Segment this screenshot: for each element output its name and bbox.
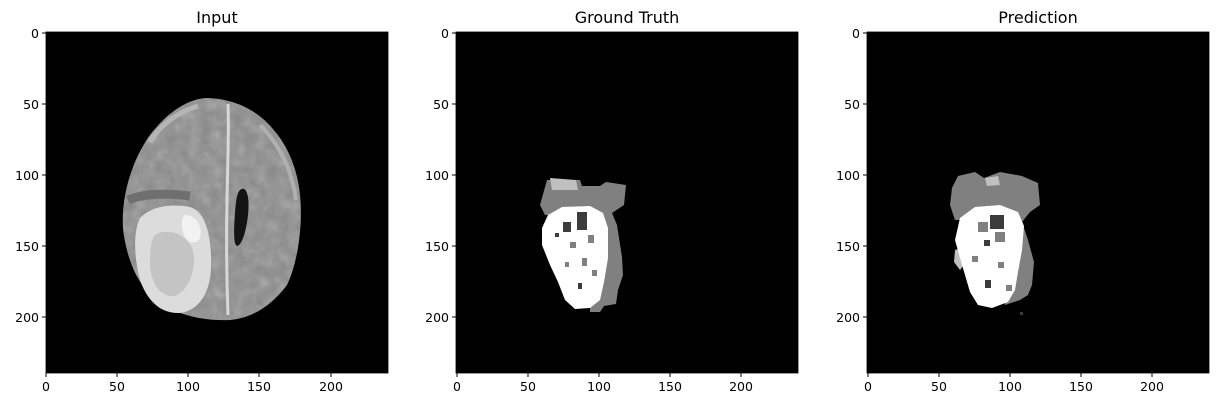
x-axis: 0 50 100 150 200 <box>864 373 1164 394</box>
y-tick-label: 50 <box>23 97 39 112</box>
mask-necrotic <box>978 222 988 232</box>
y-tick-label: 50 <box>433 97 449 112</box>
x-tick-label: 0 <box>864 379 872 394</box>
mask-necrotic <box>995 232 1005 242</box>
panel-title-input: Input <box>196 8 237 27</box>
panel-input: Input 0 50 100 <box>15 8 388 394</box>
y-tick-label: 0 <box>852 26 860 41</box>
x-tick-label: 50 <box>109 379 125 394</box>
midline <box>227 104 229 315</box>
y-tick-label: 0 <box>441 26 449 41</box>
y-tick-label: 150 <box>836 239 860 254</box>
panel-prediction: Prediction <box>836 8 1209 394</box>
y-tick-label: 0 <box>31 26 39 41</box>
y-tick-label: 200 <box>15 310 39 325</box>
x-tick-label: 200 <box>319 379 343 394</box>
mask-necrotic <box>1020 312 1023 315</box>
y-tick-label: 100 <box>836 168 860 183</box>
mask-necrotic <box>990 215 1004 229</box>
mask-necrotic <box>582 258 587 266</box>
y-tick-label: 200 <box>425 310 449 325</box>
mask-necrotic <box>570 242 576 248</box>
mask-necrotic <box>578 283 582 289</box>
mask-necrotic <box>565 262 569 267</box>
x-tick-label: 100 <box>587 379 611 394</box>
mask-necrotic <box>985 280 991 288</box>
x-tick-label: 100 <box>176 379 200 394</box>
y-tick-label: 150 <box>425 239 449 254</box>
x-axis: 0 50 100 150 200 <box>453 373 753 394</box>
x-tick-label: 150 <box>658 379 682 394</box>
mask-necrotic <box>577 212 587 230</box>
x-axis: 0 50 100 150 200 <box>42 373 343 394</box>
y-tick-label: 50 <box>844 97 860 112</box>
x-tick-label: 100 <box>998 379 1022 394</box>
y-tick-label: 200 <box>836 310 860 325</box>
mask-necrotic <box>998 262 1004 268</box>
x-tick-label: 200 <box>729 379 753 394</box>
y-axis: 0 50 100 150 200 <box>425 26 456 325</box>
mask-necrotic <box>588 235 594 243</box>
mask-necrotic <box>563 222 571 232</box>
y-tick-label: 100 <box>425 168 449 183</box>
x-tick-label: 200 <box>1140 379 1164 394</box>
mask-necrotic <box>984 240 990 246</box>
mask-necrotic <box>1006 285 1012 291</box>
x-tick-label: 50 <box>931 379 947 394</box>
x-tick-label: 150 <box>247 379 271 394</box>
image-background <box>456 32 798 373</box>
x-tick-label: 150 <box>1069 379 1093 394</box>
y-tick-label: 150 <box>15 239 39 254</box>
mask-necrotic <box>555 233 559 237</box>
panel-ground-truth: Ground Truth 0 <box>425 8 798 394</box>
panel-title-prediction: Prediction <box>998 8 1077 27</box>
y-axis: 0 50 100 150 200 <box>836 26 867 325</box>
panel-title-ground-truth: Ground Truth <box>575 8 680 27</box>
x-tick-label: 0 <box>42 379 50 394</box>
mask-necrotic <box>972 256 978 262</box>
x-tick-label: 50 <box>520 379 536 394</box>
y-axis: 0 50 100 150 200 <box>15 26 46 325</box>
x-tick-label: 0 <box>453 379 461 394</box>
y-tick-label: 100 <box>15 168 39 183</box>
mask-necrotic <box>592 270 597 276</box>
